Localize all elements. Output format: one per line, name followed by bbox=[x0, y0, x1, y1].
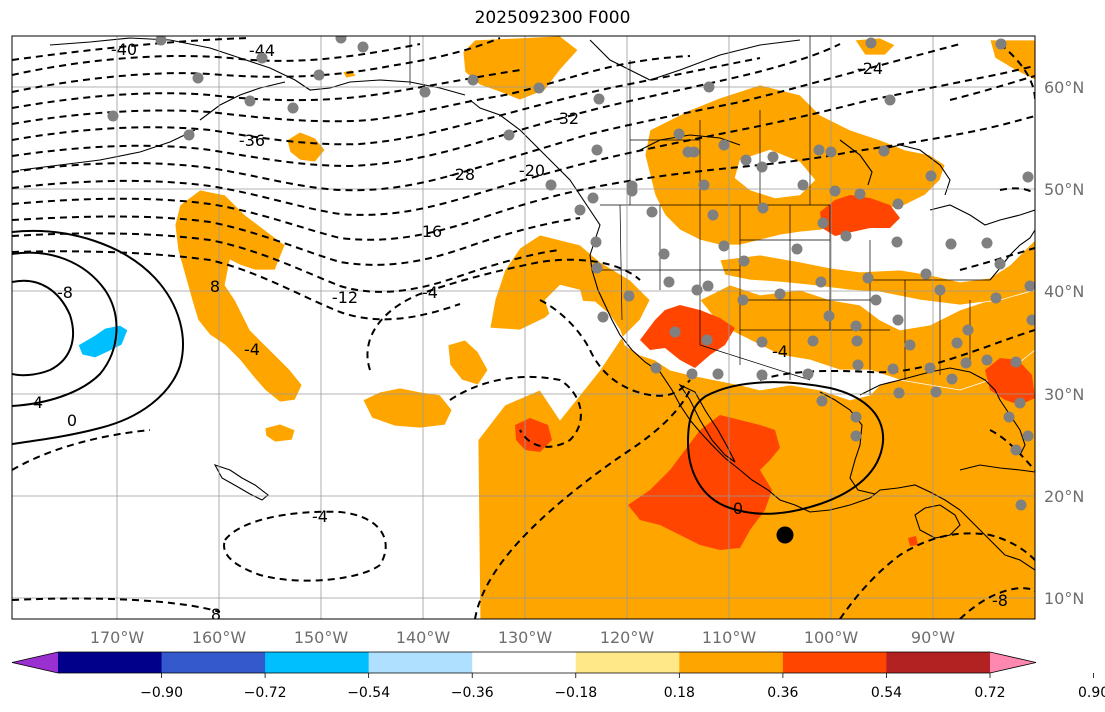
unshaded-holes bbox=[544, 149, 816, 321]
location-marker bbox=[776, 526, 794, 544]
contours-solid bbox=[12, 230, 885, 515]
lon-tick-label: 150°W bbox=[294, 628, 349, 647]
lon-tick-label: 130°W bbox=[498, 628, 553, 647]
colorbar-tick-label: 0.36 bbox=[767, 685, 798, 701]
contour-label: 8 bbox=[211, 605, 221, 624]
contour-label: -4 bbox=[312, 507, 328, 526]
colorbar-segment bbox=[782, 652, 887, 673]
colorbar-segment bbox=[161, 652, 266, 673]
contour-label: 4 bbox=[33, 393, 43, 412]
colorbar-tick-label: −0.90 bbox=[140, 685, 183, 701]
lat-tick-label: 10°N bbox=[1044, 589, 1084, 608]
colorbar: −0.90 −0.72 −0.54 −0.36 −0.18 0.18 0.36 0.54 0.7… bbox=[11, 651, 1105, 701]
contour-label: 0 bbox=[733, 499, 743, 518]
contour-label: -36 bbox=[239, 131, 265, 150]
colorbar-tick-label: −0.54 bbox=[347, 685, 390, 701]
lon-tick-label: 140°W bbox=[396, 628, 451, 647]
colorbar-segment bbox=[575, 652, 680, 673]
contour-label: -8 bbox=[57, 283, 73, 302]
lon-tick-label: 100°W bbox=[804, 628, 859, 647]
lon-tick-label: 110°W bbox=[702, 628, 757, 647]
political-borders bbox=[409, 36, 990, 395]
lat-tick-label: 30°N bbox=[1044, 385, 1084, 404]
colorbar-tick-label: −0.36 bbox=[451, 685, 494, 701]
contour-label: 16 bbox=[422, 222, 442, 241]
colorbar-tick-label: 0.54 bbox=[871, 685, 902, 701]
contours-dashed bbox=[12, 37, 1035, 619]
contour-label: -8 bbox=[992, 591, 1008, 610]
contour-label: -24 bbox=[857, 59, 883, 78]
colorbar-segment bbox=[472, 652, 577, 673]
map-frame bbox=[11, 35, 1036, 620]
contour-label: -4 bbox=[244, 340, 260, 359]
colorbar-segment bbox=[886, 652, 991, 673]
contour-label: 8 bbox=[210, 277, 220, 296]
colorbar-outline bbox=[11, 651, 1037, 674]
contour-label: -4 bbox=[772, 342, 788, 361]
lon-tick-label: 90°W bbox=[911, 628, 955, 647]
coastlines bbox=[19, 37, 1035, 571]
lat-tick-label: 20°N bbox=[1044, 487, 1084, 506]
longitude-axis: 170°W 160°W 150°W 140°W 130°W 120°W 110°… bbox=[90, 628, 955, 647]
contour-label: -12 bbox=[332, 288, 358, 307]
colorbar-extend-min bbox=[12, 652, 58, 673]
lon-tick-label: 120°W bbox=[600, 628, 655, 647]
lat-tick-label: 60°N bbox=[1044, 78, 1084, 97]
colorbar-tick-label: 0.18 bbox=[664, 685, 695, 701]
colorbar-segment bbox=[679, 652, 784, 673]
colorbar-extend-max bbox=[990, 652, 1036, 673]
lon-tick-label: 170°W bbox=[90, 628, 145, 647]
contour-label: -32 bbox=[553, 109, 579, 128]
contour-label: 0 bbox=[67, 411, 77, 430]
contour-label: -44 bbox=[249, 41, 275, 60]
colorbar-tick-label: −0.72 bbox=[244, 685, 287, 701]
shaded-regions-red bbox=[515, 195, 1035, 550]
colorbar-segment bbox=[265, 652, 370, 673]
colorbar-segment bbox=[368, 652, 473, 673]
lon-tick-label: 160°W bbox=[192, 628, 247, 647]
map-title: 2025092300 F000 bbox=[474, 8, 631, 28]
contour-label: -28 bbox=[449, 165, 475, 184]
colorbar-tick-label: −0.18 bbox=[554, 685, 597, 701]
contour-labels: -40 -44 -36 -32 -24 -28 -20 16 -12 -4 8 … bbox=[33, 40, 1008, 624]
contour-label: -4 bbox=[422, 283, 438, 302]
lat-tick-label: 40°N bbox=[1044, 282, 1084, 301]
contour-label: -20 bbox=[519, 161, 545, 180]
colorbar-tick-label: 0.90 bbox=[1078, 685, 1105, 701]
contour-label: -40 bbox=[111, 40, 137, 59]
colorbar-segment bbox=[58, 652, 163, 673]
colorbar-tick-label: 0.72 bbox=[974, 685, 1005, 701]
lat-tick-label: 50°N bbox=[1044, 180, 1084, 199]
station-markers bbox=[107, 36, 1035, 511]
latitude-axis: 60°N 50°N 40°N 30°N 20°N 10°N bbox=[1044, 78, 1084, 608]
